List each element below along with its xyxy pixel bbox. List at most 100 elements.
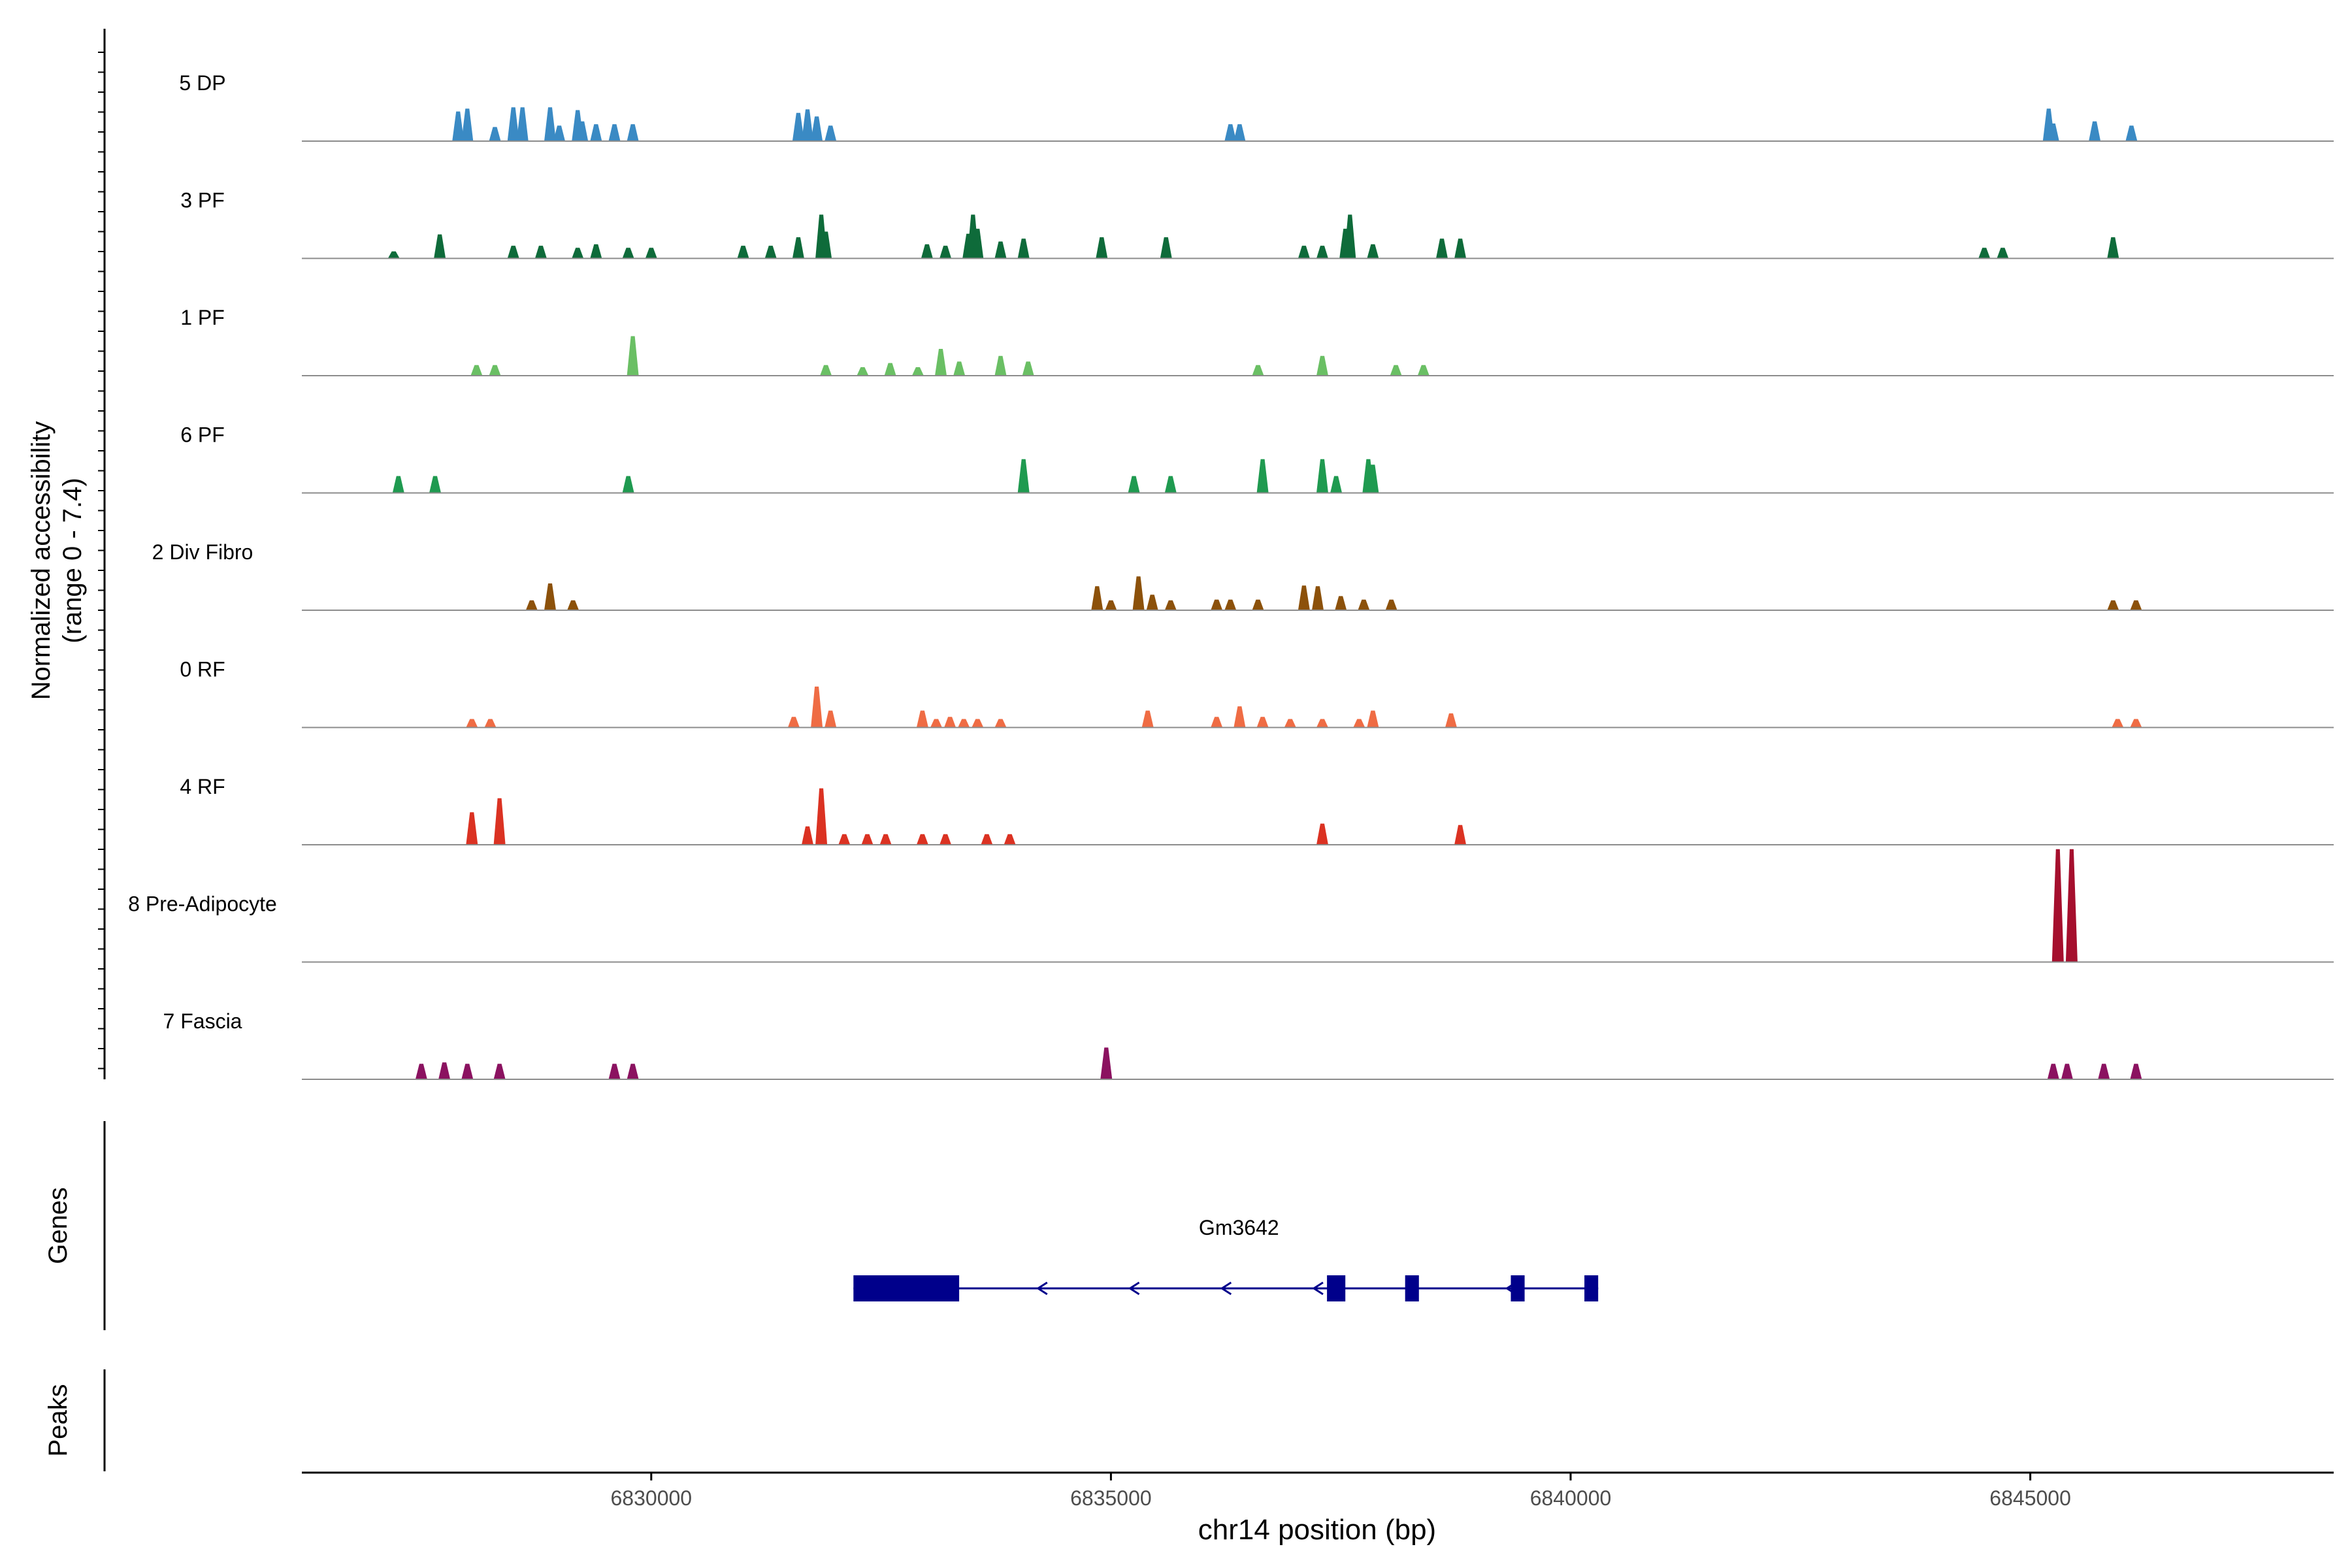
gene-strand-arrow-3 <box>1312 1281 1324 1296</box>
track-5-peak-18 <box>1367 710 1379 728</box>
track-1-peak-27 <box>1436 238 1448 259</box>
track-1-peak-28 <box>1454 238 1467 259</box>
x-tick-label-2: 6840000 <box>1530 1486 1612 1510</box>
track-5-peak-19 <box>1445 713 1457 728</box>
track-0-peak-4 <box>516 107 529 141</box>
track-4-peak-0 <box>525 600 538 610</box>
gene-exon-4 <box>1584 1275 1599 1301</box>
track-3-peak-4 <box>1128 476 1140 493</box>
track-5-peak-9 <box>972 719 984 728</box>
track-1-peak-8 <box>737 246 749 259</box>
gene-model <box>853 1275 1599 1301</box>
track-4-peak-15 <box>1385 599 1397 610</box>
track-4-peak-7 <box>1164 600 1177 610</box>
track-8-peak-4 <box>608 1064 621 1079</box>
track-6-peak-11 <box>1316 823 1328 845</box>
track-6-peak-6 <box>879 834 892 845</box>
track-0-peak-12 <box>792 112 804 141</box>
track-2-peak-9 <box>994 355 1007 376</box>
track-8-peak-6 <box>1100 1047 1113 1079</box>
track-8-peak-9 <box>2098 1064 2110 1079</box>
track-3-peak-5 <box>1164 476 1177 493</box>
track-2: 1 PF <box>180 306 2334 376</box>
gene-exon-2 <box>1405 1275 1419 1301</box>
track-0-peak-9 <box>590 124 602 141</box>
track-2-peak-7 <box>935 349 947 376</box>
track-1-peak-31 <box>2107 237 2119 259</box>
track-6-peak-3 <box>815 788 828 845</box>
track-0-peak-16 <box>1224 124 1237 141</box>
track-0-peak-0 <box>452 111 465 141</box>
track-1-peak-4 <box>572 248 584 259</box>
track-1-peak-7 <box>645 248 657 259</box>
track-5-peak-15 <box>1284 719 1296 728</box>
track-6-peak-5 <box>861 834 874 845</box>
track-1-peak-22 <box>1298 246 1310 259</box>
track-5-peak-16 <box>1316 719 1328 728</box>
track-0-peak-17 <box>1233 124 1246 141</box>
track-4-peak-11 <box>1298 585 1310 610</box>
track-2-label: 1 PF <box>180 306 225 329</box>
track-5-peak-20 <box>2112 719 2124 728</box>
track-3-peak-7 <box>1316 459 1328 493</box>
track-4-peak-3 <box>1091 586 1103 610</box>
track-6-peak-2 <box>802 826 813 845</box>
track-5-peak-5 <box>916 710 928 728</box>
track-7-label: 8 Pre-Adipocyte <box>128 892 277 916</box>
track-2-peak-8 <box>953 361 966 376</box>
track-4-peak-5 <box>1132 576 1145 610</box>
track-6: 4 RF <box>180 775 2334 845</box>
track-6-peak-0 <box>466 812 478 845</box>
track-8-label: 7 Fascia <box>163 1009 242 1033</box>
track-6-peak-12 <box>1454 825 1467 845</box>
track-5-peak-0 <box>466 719 478 728</box>
track-1-peak-26 <box>1367 244 1379 259</box>
track-5-peak-10 <box>994 719 1007 728</box>
x-tick-label-3: 6845000 <box>1989 1486 2071 1510</box>
track-5-peak-6 <box>930 719 942 728</box>
track-2-peak-11 <box>1252 365 1264 376</box>
track-3: 6 PF <box>180 423 2334 494</box>
track-0-peak-20 <box>2089 121 2101 141</box>
track-2-peak-6 <box>911 367 924 376</box>
track-5-peak-12 <box>1211 717 1223 728</box>
track-0-peak-5 <box>544 107 556 141</box>
track-5-peak-17 <box>1353 719 1365 728</box>
track-1-peak-17 <box>972 229 984 259</box>
track-2-peak-13 <box>1390 365 1402 376</box>
track-8-peak-7 <box>2047 1064 2059 1079</box>
gene-exon-0 <box>853 1275 960 1301</box>
track-1-peak-12 <box>820 231 832 259</box>
track-8-peak-10 <box>2130 1064 2142 1079</box>
track-5-peak-7 <box>944 717 956 728</box>
track-1-label: 3 PF <box>180 189 225 212</box>
track-0-label: 5 DP <box>179 71 225 95</box>
track-6-peak-4 <box>838 834 851 845</box>
track-5-label: 0 RF <box>180 658 225 681</box>
track-5-peak-21 <box>2130 719 2142 728</box>
gene-exon-3 <box>1511 1275 1525 1301</box>
track-4-peak-1 <box>544 583 556 610</box>
track-7-peak-1 <box>2065 849 2078 962</box>
track-5-peak-11 <box>1141 710 1154 728</box>
track-0: 5 DP <box>179 71 2334 142</box>
coverage-tracks: 5 DP 3 PF 1 PF 6 PF 2 Div Fibro 0 RF 4 RF 8 Pre… <box>128 71 2334 1080</box>
track-8-peak-2 <box>461 1064 474 1079</box>
track-5: 0 RF <box>180 658 2334 728</box>
track-4-peak-10 <box>1252 599 1264 610</box>
track-0-peak-11 <box>627 124 639 141</box>
track-1-peak-9 <box>764 246 777 259</box>
track-5-peak-8 <box>958 719 970 728</box>
gene-label: Gm3642 <box>1199 1216 1279 1239</box>
track-3-peak-1 <box>429 476 441 493</box>
gene-strand-arrow-2 <box>1220 1281 1232 1296</box>
track-1-peak-23 <box>1316 246 1328 259</box>
coverage-y-ticks <box>98 52 105 1070</box>
track-1-peak-29 <box>1978 248 1991 259</box>
track-1-peak-3 <box>534 246 547 259</box>
track-4: 2 Div Fibro <box>152 540 2334 611</box>
track-4-peak-16 <box>2107 600 2119 610</box>
track-1-peak-20 <box>1096 237 1108 259</box>
track-2-peak-3 <box>820 365 832 376</box>
